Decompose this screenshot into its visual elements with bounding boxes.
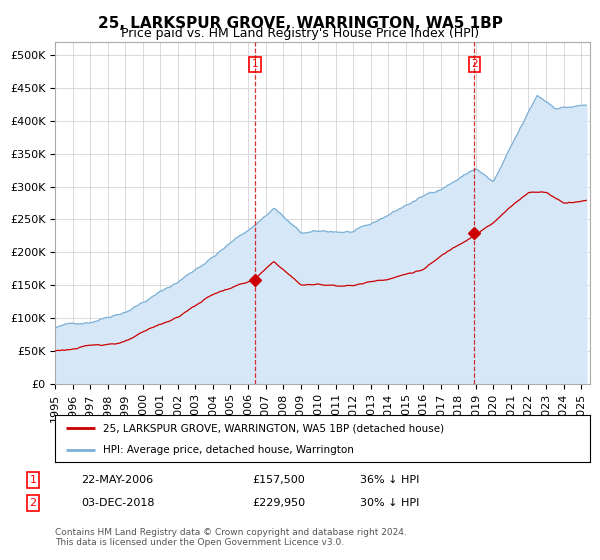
Text: 25, LARKSPUR GROVE, WARRINGTON, WA5 1BP: 25, LARKSPUR GROVE, WARRINGTON, WA5 1BP — [98, 16, 502, 31]
Text: 2: 2 — [29, 498, 37, 508]
Text: 22-MAY-2006: 22-MAY-2006 — [81, 475, 153, 485]
Text: 03-DEC-2018: 03-DEC-2018 — [81, 498, 155, 508]
Text: £157,500: £157,500 — [252, 475, 305, 485]
Text: 1: 1 — [251, 59, 258, 69]
Text: 2: 2 — [471, 59, 478, 69]
Text: 25, LARKSPUR GROVE, WARRINGTON, WA5 1BP (detached house): 25, LARKSPUR GROVE, WARRINGTON, WA5 1BP … — [103, 423, 445, 433]
Text: 36% ↓ HPI: 36% ↓ HPI — [360, 475, 419, 485]
Text: Contains HM Land Registry data © Crown copyright and database right 2024.
This d: Contains HM Land Registry data © Crown c… — [55, 528, 407, 547]
Text: 1: 1 — [29, 475, 37, 485]
Text: 30% ↓ HPI: 30% ↓ HPI — [360, 498, 419, 508]
Text: HPI: Average price, detached house, Warrington: HPI: Average price, detached house, Warr… — [103, 445, 354, 455]
Text: Price paid vs. HM Land Registry's House Price Index (HPI): Price paid vs. HM Land Registry's House … — [121, 27, 479, 40]
Text: £229,950: £229,950 — [252, 498, 305, 508]
